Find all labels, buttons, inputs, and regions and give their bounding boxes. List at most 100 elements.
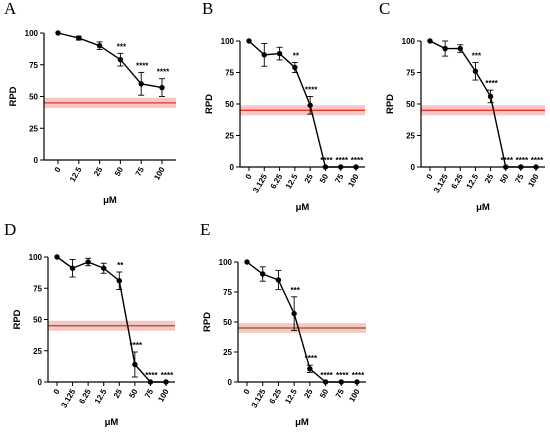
x-tick-label: 75 (143, 387, 156, 400)
y-tick-label: 25 (225, 132, 234, 141)
data-point (138, 81, 144, 87)
significance-label: **** (145, 371, 158, 380)
y-tick-label: 50 (29, 93, 38, 102)
y-tick-label: 100 (221, 37, 235, 46)
data-point (503, 164, 509, 170)
significance-label: **** (161, 371, 174, 380)
y-tick-label: 75 (29, 61, 38, 70)
x-tick-label: 0 (425, 172, 435, 181)
x-tick-label: 0 (242, 387, 252, 396)
significance-label: *** (472, 51, 482, 60)
x-tick-label: 12.5 (283, 387, 299, 405)
significance-label: **** (485, 79, 498, 88)
data-point (457, 45, 463, 52)
data-point (69, 265, 76, 271)
data-point (307, 366, 313, 372)
y-tick-label: 25 (29, 124, 38, 133)
data-point (101, 265, 107, 271)
data-point (261, 52, 267, 58)
significance-label: ** (117, 261, 124, 270)
x-axis-title: μM (296, 202, 310, 213)
y-axis-title: RPD (204, 94, 215, 114)
panel-letter: C (379, 0, 390, 18)
y-tick-label: 100 (219, 258, 233, 267)
data-line (56, 256, 166, 383)
significance-label: *** (290, 286, 300, 295)
y-axis-title: RPD (202, 312, 213, 332)
data-point (322, 164, 329, 170)
significance-label: **** (130, 341, 143, 350)
data-point (246, 38, 252, 44)
y-tick-label: 75 (225, 69, 234, 78)
y-tick-label: 25 (223, 348, 232, 357)
x-tick-label: 3.125 (432, 172, 450, 194)
data-point (533, 164, 539, 170)
y-tick-label: 0 (228, 378, 233, 387)
significance-label: **** (500, 156, 513, 165)
panel-letter: A (4, 0, 17, 18)
x-tick-label: 0 (52, 387, 62, 396)
data-point (354, 379, 360, 385)
x-tick-label: 12.5 (93, 387, 109, 405)
y-tick-label: 0 (411, 163, 416, 172)
panel-letter: E (200, 220, 210, 239)
significance-label: ** (293, 51, 300, 60)
y-tick-label: 0 (230, 163, 235, 172)
data-point (244, 259, 250, 265)
data-point (76, 35, 82, 41)
y-tick-label: 50 (33, 316, 42, 325)
x-tick-label: 25 (302, 387, 315, 400)
data-point (132, 361, 138, 368)
data-point (472, 68, 479, 74)
y-tick-label: 0 (38, 378, 43, 387)
data-point (427, 38, 433, 44)
data-line (246, 261, 357, 383)
y-tick-label: 100 (29, 253, 43, 262)
x-tick-label: 12.5 (465, 172, 481, 190)
significance-label: **** (336, 371, 349, 380)
data-point (338, 379, 344, 385)
y-tick-label: 75 (33, 284, 42, 293)
significance-label: **** (351, 156, 364, 165)
x-tick-label: 25 (483, 172, 496, 185)
x-tick-label: 50 (127, 387, 140, 400)
x-tick-label: 50 (113, 165, 126, 178)
data-point (338, 164, 344, 170)
data-point (85, 259, 91, 265)
significance-label: **** (320, 371, 333, 380)
x-tick-label: 6.25 (268, 387, 284, 405)
x-tick-label: 25 (303, 172, 316, 185)
data-point (147, 379, 154, 385)
x-tick-label: 0 (53, 165, 63, 174)
y-tick-label: 25 (33, 347, 42, 356)
y-axis-title: RPD (385, 94, 396, 114)
x-tick-label: 0 (244, 172, 254, 181)
data-point (275, 277, 282, 283)
significance-label: **** (320, 156, 333, 165)
y-axis-title: RPD (8, 86, 19, 106)
data-line (429, 40, 536, 168)
significance-label: **** (335, 156, 348, 165)
significance-label: **** (352, 371, 365, 380)
data-point (291, 310, 297, 317)
data-point (55, 30, 61, 36)
x-tick-label: 12.5 (68, 165, 84, 183)
x-axis-title: μM (103, 195, 117, 206)
data-point (260, 271, 266, 277)
data-point (163, 379, 169, 385)
x-tick-label: 100 (156, 387, 171, 404)
x-tick-label: 3.125 (250, 387, 268, 409)
x-tick-label: 100 (526, 172, 541, 189)
x-axis-title: μM (295, 417, 309, 428)
data-point (353, 164, 359, 170)
y-tick-label: 50 (406, 100, 415, 109)
significance-label: **** (305, 354, 318, 363)
data-line (248, 40, 356, 168)
x-tick-label: 75 (334, 387, 347, 400)
y-tick-label: 75 (223, 288, 232, 297)
